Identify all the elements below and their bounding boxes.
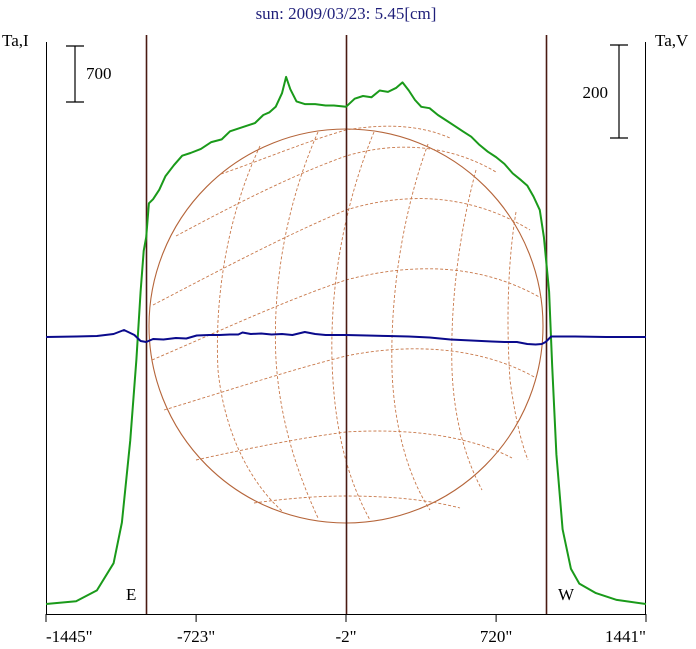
series-layer bbox=[45, 75, 647, 605]
left-axis-label: Ta,I bbox=[2, 31, 29, 50]
left-scale-bar bbox=[66, 45, 84, 103]
x-tick-label: 720" bbox=[480, 627, 512, 646]
chart-title: sun: 2009/03/23: 5.45[cm] bbox=[256, 4, 437, 23]
right-axis-label: Ta,V bbox=[655, 31, 689, 50]
series-line-ta-i bbox=[45, 75, 647, 605]
x-axis-ticks: -1445" -723" -2" 720" 1441" bbox=[45, 614, 647, 646]
left-scale-bar-label: 700 bbox=[86, 64, 112, 83]
x-tick-label: 1441" bbox=[605, 627, 646, 646]
right-scale-bar bbox=[610, 44, 628, 139]
x-tick-label: -1445" bbox=[46, 627, 93, 646]
west-limb-label: W bbox=[558, 585, 575, 604]
x-tick-label: -723" bbox=[177, 627, 215, 646]
x-tick-label: -2" bbox=[335, 627, 356, 646]
right-scale-bar-label: 200 bbox=[583, 83, 609, 102]
east-limb-label: E bbox=[126, 585, 136, 604]
vertical-lines bbox=[145, 35, 548, 614]
series-line-ta-v bbox=[45, 329, 646, 346]
